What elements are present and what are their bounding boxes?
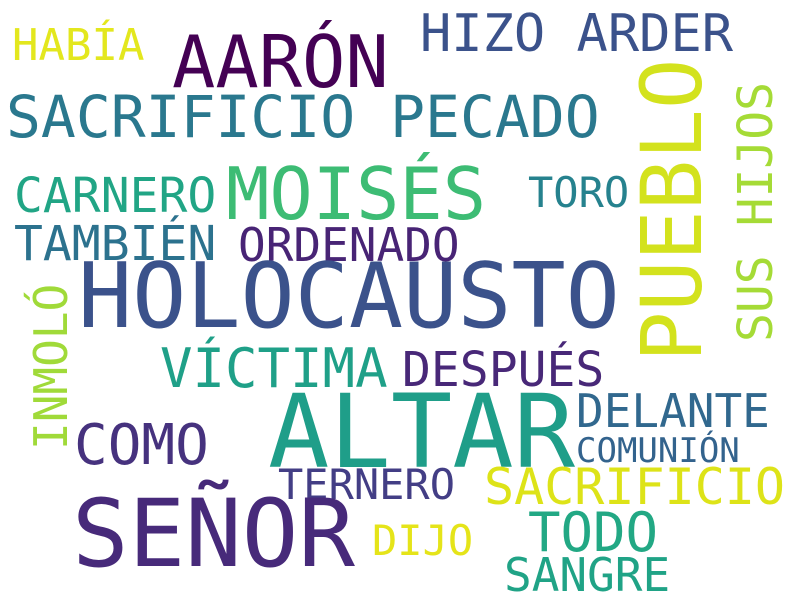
word-dijo: DIJO [372,516,474,565]
word-inmolo: INMOLÓ [24,283,78,450]
word-delante: DELANTE [576,384,770,438]
word-ordenado: ORDENADO [238,218,460,272]
word-senor: SEÑOR [72,480,355,589]
word-todo: TODO [528,501,659,564]
word-sangre: SANGRE [504,548,671,600]
word-como: COMO [74,413,209,478]
word-pueblo: PUEBLO [623,58,721,362]
word-hizo-arder: HIZO ARDER [420,4,734,64]
word-despues: DESPUÉS [402,342,605,398]
word-tambien: TAMBIÉN [14,216,217,272]
word-comunion: COMUNIÓN [576,431,740,471]
word-aaron: AARÓN [172,20,389,104]
word-habia: HABÍA [12,20,145,71]
word-toro: TORO [528,168,630,217]
word-moises: MOISÉS [226,152,487,236]
word-sacrificio-pecado: SACRIFICIO PECADO [6,83,600,151]
word-altar: ALTAR [268,373,576,492]
word-victima: VÍCTIMA [160,337,388,400]
word-sacrificio: SACRIFICIO [484,458,786,516]
word-holocausto: HOLOCAUSTO [78,244,620,349]
word-ternero: TERNERO [278,460,456,509]
word-sus-hijos: SUS HIJOS [728,81,784,342]
word-carnero: CARNERO [14,168,217,224]
